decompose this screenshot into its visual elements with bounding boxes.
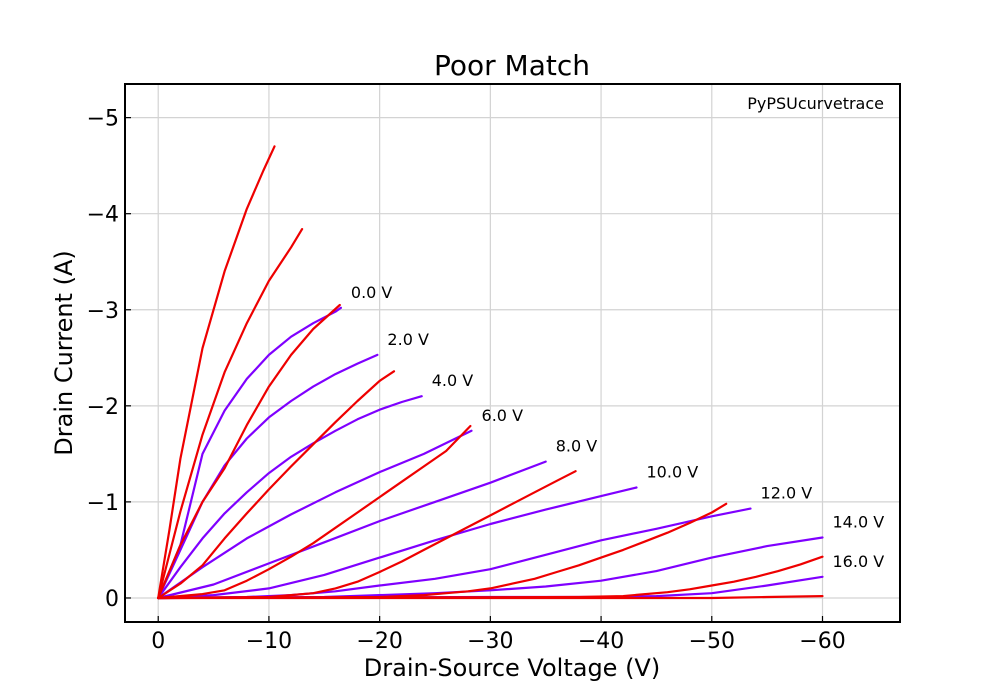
series-label: 16.0 V: [833, 552, 885, 571]
series-line: [157, 470, 577, 600]
series-line: [157, 228, 304, 600]
curve-labels: 0.0 V 2.0 V 4.0 V 6.0 V 8.0 V 10.0 V 12.0 V 14.…: [351, 283, 884, 571]
series-line: [157, 594, 824, 600]
series-label: 6.0 V: [482, 406, 524, 425]
x-axis-title: Drain-Source Voltage (V): [364, 654, 660, 682]
x-tick-label: −30: [467, 629, 513, 654]
x-tick-label: −40: [578, 629, 624, 654]
y-tick-label: −3: [87, 299, 119, 324]
annotation: PyPSUcurvetrace: [747, 94, 884, 113]
series-line: [157, 424, 472, 600]
series-line: [157, 303, 341, 600]
series-line: [157, 536, 824, 600]
x-tick-label: −20: [356, 629, 402, 654]
x-tick-label: −50: [689, 629, 735, 654]
series-line: [157, 306, 342, 600]
series-label: 4.0 V: [432, 371, 474, 390]
series-label: 12.0 V: [761, 484, 813, 503]
series-label: 8.0 V: [556, 437, 598, 456]
y-tick-label: −1: [87, 491, 119, 516]
series-line: [157, 395, 423, 600]
y-tick-label: −2: [87, 395, 119, 420]
x-tick-label: 0: [151, 629, 165, 654]
series-label: 0.0 V: [351, 283, 393, 302]
series-line: [157, 429, 473, 600]
series-line: [157, 486, 638, 600]
y-tick-label: −5: [87, 107, 119, 132]
series-label: 10.0 V: [647, 463, 699, 482]
series-line: [157, 370, 396, 600]
x-tick-label: −10: [246, 629, 292, 654]
series-line: [157, 460, 547, 600]
curves: [157, 145, 824, 600]
series-line: [157, 145, 276, 600]
series-line: [157, 502, 728, 600]
y-tick-label: 0: [105, 587, 119, 612]
series-label: 14.0 V: [833, 512, 885, 531]
series-label: 2.0 V: [387, 330, 429, 349]
plot-frame: [124, 83, 901, 623]
series-line: [157, 555, 824, 600]
y-axis-title: Drain Current (A): [50, 250, 78, 455]
y-tick-label: −4: [87, 203, 119, 228]
chart-title: Poor Match: [434, 49, 590, 82]
ticks: 0 −10 −20 −30 −40 −50 −60 0 −1 −2 −3 −4 −5: [87, 107, 846, 654]
x-tick-label: −60: [799, 629, 845, 654]
